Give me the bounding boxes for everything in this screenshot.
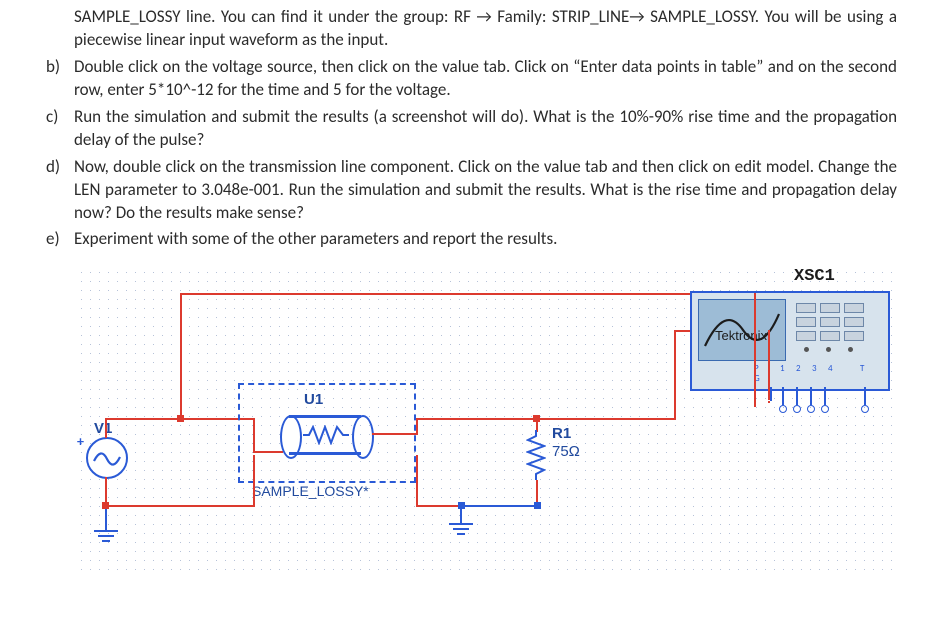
item-b: Double click on the voltage source, then… — [74, 56, 897, 102]
voltage-source-icon — [86, 437, 128, 479]
value-r1: 75Ω — [552, 443, 580, 460]
oscilloscope-icon: Tektronix P G 1 2 3 4 T — [690, 291, 890, 391]
plus-icon: + — [77, 433, 84, 450]
item-a-continued: SAMPLE_LOSSY line. You can find it under… — [74, 6, 897, 52]
item-d: Now, double click on the transmission li… — [74, 156, 897, 225]
resistor-r1-icon — [526, 430, 546, 480]
item-c: Run the simulation and submit the result… — [74, 106, 897, 152]
scope-brand: Tektronix — [715, 328, 767, 343]
circuit-schematic: V1 + U1 — [74, 265, 897, 570]
refdes-v1: V1 — [94, 420, 112, 437]
resistor-icon — [303, 425, 349, 445]
refdes-xsc1: XSC1 — [794, 267, 835, 286]
refdes-u1: U1 — [304, 391, 323, 408]
model-name-u1: SAMPLE_LOSSY* — [252, 483, 369, 499]
item-e: Experiment with some of the other parame… — [74, 228, 897, 251]
refdes-r1: R1 — [552, 425, 571, 442]
